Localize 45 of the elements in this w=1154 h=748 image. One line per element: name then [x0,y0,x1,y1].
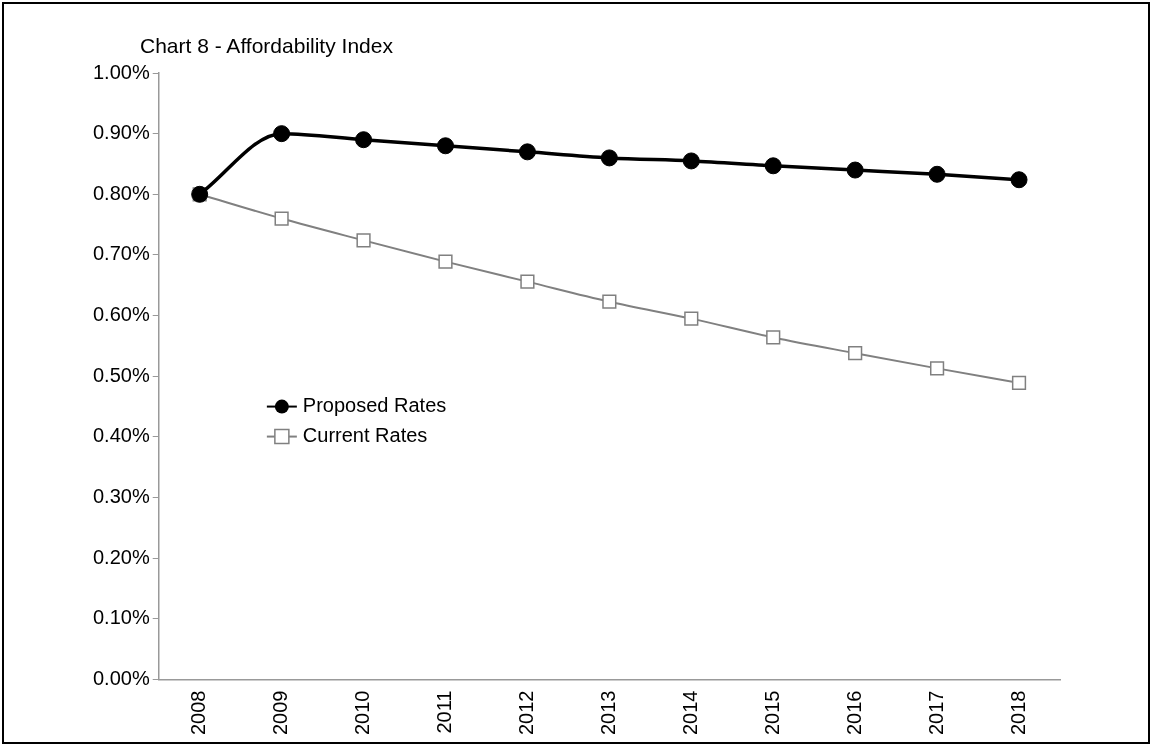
point [928,165,946,183]
point [848,346,863,361]
y-tick-label: 0.10% [92,606,150,629]
point [684,311,699,326]
y-tick-label: 0.90% [92,121,150,144]
legend-label: Proposed Rates [302,394,447,417]
point [438,254,453,269]
point [356,233,371,248]
y-tick-label: 0.80% [92,181,150,204]
y-tick-label: 0.60% [92,303,150,326]
y-tick-label: 1.00% [92,60,150,83]
y-tick-label: 0.00% [92,667,150,690]
x-tick-label: 2013 [596,690,619,736]
point [602,294,617,309]
point [764,157,782,175]
x-tick-label: 2008 [187,690,210,736]
point [274,211,289,226]
x-tick-label: 2011 [433,690,455,734]
x-tick-label: 2010 [351,690,374,736]
point [682,152,700,170]
point [846,161,864,179]
x-tick-label: 2016 [842,690,865,736]
point [273,125,291,143]
y-tick-label: 0.20% [92,545,150,568]
point [520,274,535,289]
x-tick-label: 2017 [924,690,947,736]
x-tick-label: 2018 [1006,690,1029,736]
y-tick-label: 0.70% [92,242,150,265]
point [929,361,945,376]
y-tick-label: 0.50% [92,363,150,386]
y-tick-label: 0.40% [92,424,150,447]
x-tick-label: 2015 [760,690,783,736]
point [1010,171,1028,189]
x-tick-label: 2009 [269,690,292,736]
point [600,149,618,167]
chart-title: Chart 8 - Affordability Index [140,34,393,58]
point [436,137,454,155]
point [1011,375,1027,391]
legend-label: Current Rates [302,424,428,447]
x-tick-label: 2012 [514,690,537,736]
point [355,131,373,149]
x-tick-label: 2014 [678,690,701,736]
point [518,143,536,161]
y-tick-label: 0.30% [92,485,150,508]
point [766,330,781,345]
